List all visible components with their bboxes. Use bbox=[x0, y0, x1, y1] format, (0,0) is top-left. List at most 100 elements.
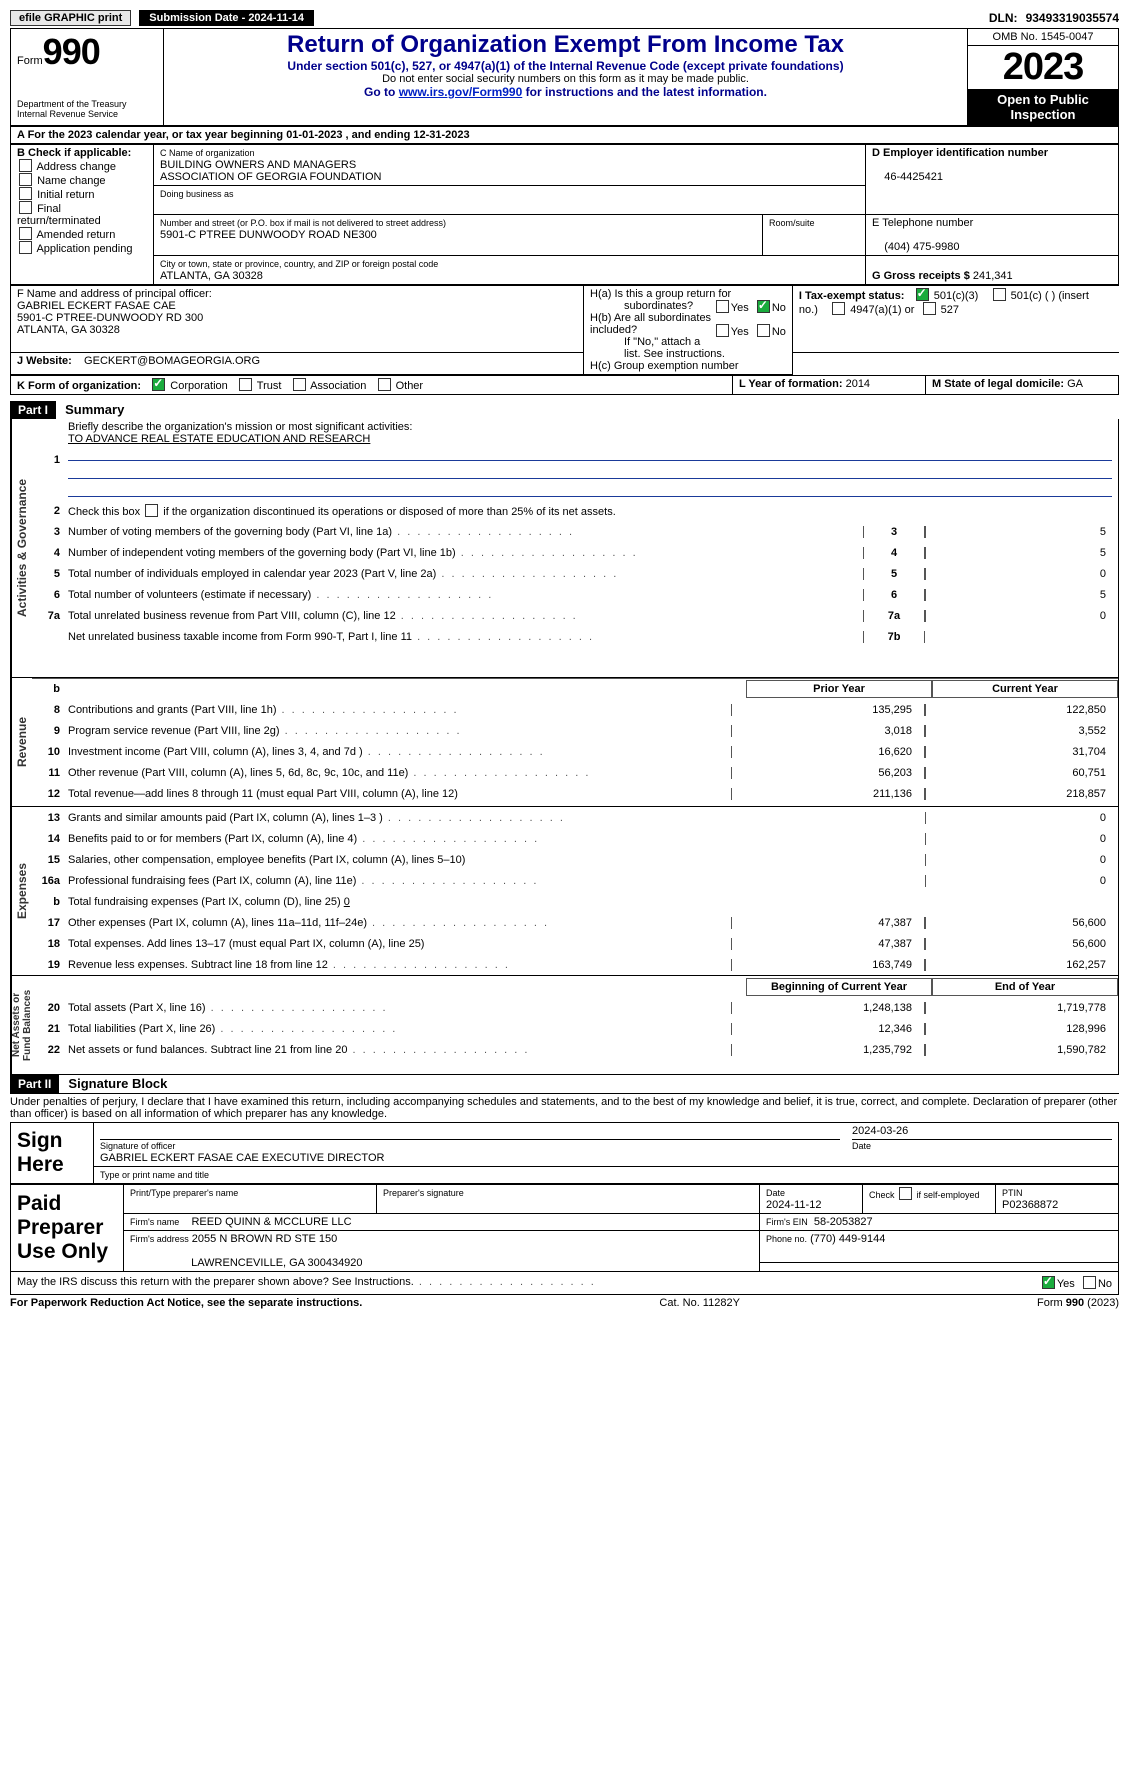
gross-receipts-label: G Gross receipts $ bbox=[872, 270, 970, 282]
label-other: Other bbox=[396, 380, 424, 392]
line12-prior: 211,136 bbox=[731, 788, 925, 800]
section-b-label: B Check if applicable: bbox=[17, 147, 131, 159]
preparer-name-label: Print/Type preparer's name bbox=[130, 1188, 238, 1198]
label-app-pending: Application pending bbox=[36, 243, 132, 255]
label-name-change: Name change bbox=[37, 175, 106, 187]
line3-value: 5 bbox=[925, 526, 1118, 538]
checkbox-discuss-no[interactable] bbox=[1083, 1276, 1096, 1289]
line1-label: Briefly describe the organization's miss… bbox=[68, 421, 412, 433]
form-number: 990 bbox=[43, 31, 100, 72]
dln-label: DLN: bbox=[989, 11, 1018, 25]
irs-link[interactable]: www.irs.gov/Form990 bbox=[399, 85, 523, 99]
line6-label: Total number of volunteers (estimate if … bbox=[68, 589, 863, 601]
checkbox-hb-no[interactable] bbox=[757, 324, 770, 337]
footer-form-pre: Form bbox=[1037, 1297, 1066, 1309]
line8-current: 122,850 bbox=[925, 704, 1118, 716]
label-initial-return: Initial return bbox=[37, 189, 94, 201]
line16a-label: Professional fundraising fees (Part IX, … bbox=[68, 875, 731, 887]
checkbox-hb-yes[interactable] bbox=[716, 324, 729, 337]
line6-value: 5 bbox=[925, 589, 1118, 601]
line2-post: if the organization discontinued its ope… bbox=[160, 506, 616, 518]
checkbox-self-employed[interactable] bbox=[899, 1187, 912, 1200]
paid-preparer-block: Paid Preparer Use Only Print/Type prepar… bbox=[10, 1184, 1119, 1272]
line14-current: 0 bbox=[925, 833, 1118, 845]
discuss-label: May the IRS discuss this return with the… bbox=[17, 1276, 1040, 1290]
checkbox-ha-no[interactable] bbox=[757, 300, 770, 313]
footer-form: 990 bbox=[1066, 1297, 1084, 1309]
line7b-label: Net unrelated business taxable income fr… bbox=[68, 631, 863, 643]
line19-prior: 163,749 bbox=[731, 959, 925, 971]
checkbox-app-pending[interactable] bbox=[19, 241, 32, 254]
col-end-year: End of Year bbox=[932, 978, 1118, 996]
checkbox-name-change[interactable] bbox=[19, 173, 32, 186]
firm-addr1: 2055 N BROWN RD STE 150 bbox=[192, 1233, 338, 1245]
officer-name: GABRIEL ECKERT FASAE CAE EXECUTIVE DIREC… bbox=[100, 1152, 384, 1164]
line18-prior: 47,387 bbox=[731, 938, 925, 950]
firm-ein-label: Firm's EIN bbox=[766, 1217, 808, 1227]
line12-label: Total revenue—add lines 8 through 11 (mu… bbox=[68, 788, 731, 800]
label-address-change: Address change bbox=[36, 161, 116, 173]
line20-label: Total assets (Part X, line 16) bbox=[68, 1002, 731, 1014]
part2-header: Part II Signature Block bbox=[10, 1075, 1119, 1093]
efile-print-button[interactable]: efile GRAPHIC print bbox=[10, 10, 131, 26]
org-info-block: B Check if applicable: Address change Na… bbox=[10, 144, 1119, 285]
checkbox-corporation[interactable] bbox=[152, 378, 165, 391]
line16b-label: Total fundraising expenses (Part IX, col… bbox=[68, 896, 344, 908]
klm-block: K Form of organization: Corporation Trus… bbox=[10, 375, 1119, 395]
checkbox-address-change[interactable] bbox=[19, 159, 32, 172]
hb-label: H(b) Are all subordinates included? bbox=[590, 312, 711, 336]
side-governance: Activities & Governance bbox=[11, 419, 32, 677]
officer-line1: GABRIEL ECKERT FASAE CAE bbox=[17, 300, 176, 312]
checkbox-527[interactable] bbox=[923, 302, 936, 315]
officer-line2: 5901-C PTREE-DUNWOODY RD 300 bbox=[17, 312, 203, 324]
preparer-sig-label: Preparer's signature bbox=[383, 1188, 464, 1198]
checkbox-4947[interactable] bbox=[832, 302, 845, 315]
open-public-inspection: Open to Public Inspection bbox=[968, 89, 1118, 125]
label-trust: Trust bbox=[257, 380, 282, 392]
sig-date: 2024-03-26 bbox=[852, 1125, 908, 1137]
label-yes-1: Yes bbox=[731, 302, 749, 314]
checkbox-ha-yes[interactable] bbox=[716, 300, 729, 313]
line17-label: Other expenses (Part IX, column (A), lin… bbox=[68, 917, 731, 929]
line21-prior: 12,346 bbox=[731, 1023, 925, 1035]
line5-label: Total number of individuals employed in … bbox=[68, 568, 863, 580]
checkbox-501c3[interactable] bbox=[916, 288, 929, 301]
irs-label: Internal Revenue Service bbox=[17, 109, 157, 119]
website-label: J Website: bbox=[17, 355, 72, 367]
line20-current: 1,719,778 bbox=[925, 1002, 1118, 1014]
line9-prior: 3,018 bbox=[731, 725, 925, 737]
year-formation-label: L Year of formation: bbox=[739, 378, 843, 390]
ssn-warning: Do not enter social security numbers on … bbox=[170, 73, 961, 85]
col-beginning-year: Beginning of Current Year bbox=[746, 978, 932, 996]
checkbox-discuss-yes[interactable] bbox=[1042, 1276, 1055, 1289]
ptin-label: PTIN bbox=[1002, 1188, 1023, 1198]
checkbox-trust[interactable] bbox=[239, 378, 252, 391]
checkbox-association[interactable] bbox=[293, 378, 306, 391]
phone-label: Phone no. bbox=[766, 1234, 807, 1244]
footer: For Paperwork Reduction Act Notice, see … bbox=[10, 1297, 1119, 1309]
hb-sub: If "No," attach a list. See instructions… bbox=[590, 336, 786, 360]
line9-label: Program service revenue (Part VIII, line… bbox=[68, 725, 731, 737]
omb-number: OMB No. 1545-0047 bbox=[968, 29, 1118, 46]
goto-pre: Go to bbox=[364, 85, 399, 99]
section-a-tax-year: A For the 2023 calendar year, or tax yea… bbox=[10, 126, 1119, 144]
sig-date-label: Date bbox=[852, 1141, 871, 1151]
sig-officer-label: Signature of officer bbox=[100, 1141, 175, 1151]
phone-value: (770) 449-9144 bbox=[810, 1233, 885, 1245]
line2-pre: Check this box bbox=[68, 506, 143, 518]
officer-group-block: F Name and address of principal officer:… bbox=[10, 285, 1119, 375]
hc-label: H(c) Group exemption number bbox=[590, 360, 739, 372]
firm-addr-label: Firm's address bbox=[130, 1234, 189, 1244]
line9-current: 3,552 bbox=[925, 725, 1118, 737]
checkbox-other-org[interactable] bbox=[378, 378, 391, 391]
checkbox-final-return[interactable] bbox=[19, 201, 32, 214]
checkbox-initial-return[interactable] bbox=[19, 187, 32, 200]
line10-label: Investment income (Part VIII, column (A)… bbox=[68, 746, 731, 758]
checkbox-501c[interactable] bbox=[993, 288, 1006, 301]
part1-title: Summary bbox=[59, 402, 124, 417]
firm-name-label: Firm's name bbox=[130, 1217, 179, 1227]
label-527: 527 bbox=[941, 304, 959, 316]
checkbox-amended[interactable] bbox=[19, 227, 32, 240]
prep-date: 2024-11-12 bbox=[766, 1199, 821, 1211]
checkbox-discontinued[interactable] bbox=[145, 504, 158, 517]
